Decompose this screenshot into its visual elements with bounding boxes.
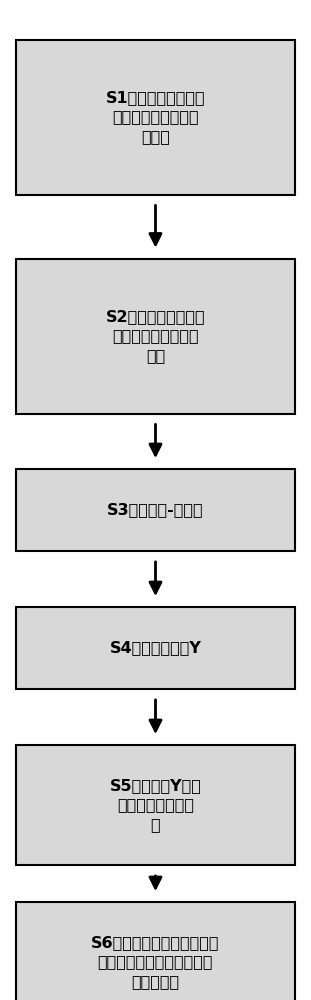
FancyBboxPatch shape <box>16 469 295 551</box>
Text: S4：输出故障值Y: S4：输出故障值Y <box>109 641 202 656</box>
Text: S2：观察分析红外热
像图信息并做出初步
判断: S2：观察分析红外热 像图信息并做出初步 判断 <box>106 309 205 363</box>
FancyBboxPatch shape <box>16 745 295 865</box>
FancyBboxPatch shape <box>16 258 295 414</box>
Text: S5：将所得Y值与
给定的故障阈值比
较: S5：将所得Y值与 给定的故障阈值比 较 <box>109 778 202 832</box>
FancyBboxPatch shape <box>16 902 295 1000</box>
FancyBboxPatch shape <box>16 39 295 194</box>
FancyBboxPatch shape <box>16 607 295 689</box>
Text: S1：采集光伏电池板
当前电信号以及红外
热像图: S1：采集光伏电池板 当前电信号以及红外 热像图 <box>106 90 205 144</box>
Text: S6：对光伏电池板热斑效应
进行预测诊断，并且判断故
障的轻重度: S6：对光伏电池板热斑效应 进行预测诊断，并且判断故 障的轻重度 <box>91 935 220 989</box>
Text: S3：输入电-图模型: S3：输入电-图模型 <box>107 502 204 518</box>
